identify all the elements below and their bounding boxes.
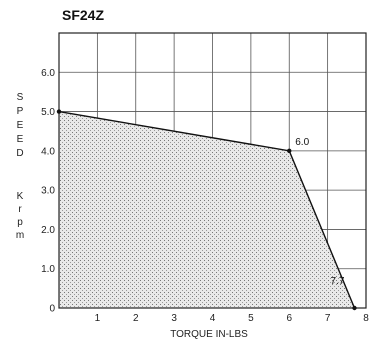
y-tick-label: 0 [49,304,55,315]
data-point [56,109,62,114]
operating-area [59,111,355,308]
y-axis-label-letter: p [17,217,23,228]
plot-frame [58,32,367,309]
data-point [352,305,357,311]
x-tick-labels: 1 2 3 4 5 6 7 8 [95,313,370,324]
y-axis-label-letter: E [17,120,24,131]
data-point [287,148,292,154]
y-axis-label-letter: m [16,230,24,241]
point-annotation: 6.0 [295,137,309,148]
y-tick-label: 6.0 [41,68,55,79]
x-tick-label: 2 [133,313,139,324]
y-tick-label: 1.0 [41,264,55,275]
x-tick-label: 3 [171,313,177,324]
y-tick-label: 3.0 [41,186,55,197]
data-points [56,109,357,311]
chart-title: SF24Z [62,7,104,23]
x-tick-label: 8 [363,313,369,324]
y-tick-label: 2.0 [41,225,55,236]
y-axis-label-letter: K [17,191,24,202]
point-annotation: 7.7 [330,276,344,287]
y-axis-label-letter: r [18,204,22,215]
y-tick-label: 4.0 [41,146,55,157]
y-axis-label-letter: D [16,148,23,159]
x-tick-label: 6 [286,313,292,324]
x-tick-label: 5 [248,313,254,324]
annotations: 6.0 7.7 [295,137,345,287]
y-tick-label: 5.0 [41,107,55,118]
x-tick-label: 1 [95,313,101,324]
y-axis-label-letter: P [17,106,24,117]
x-tick-label: 7 [325,313,331,324]
x-tick-label: 4 [210,313,216,324]
y-tick-labels: 0 1.0 2.0 3.0 4.0 5.0 6.0 [41,68,55,315]
y-axis-label-letter: S [17,92,24,103]
x-axis-label: TORQUE IN-LBS [170,329,248,340]
y-axis-label-letter: E [17,134,24,145]
